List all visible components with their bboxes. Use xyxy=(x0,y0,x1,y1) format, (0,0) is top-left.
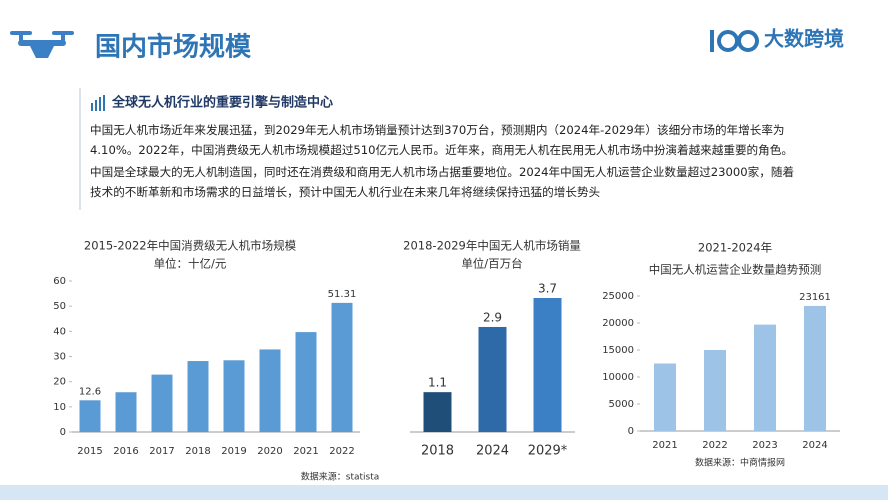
y-tick-label: 5000 xyxy=(609,399,634,410)
data-label: 12.6 xyxy=(79,386,101,397)
bar xyxy=(704,350,726,431)
x-tick-label: 2023 xyxy=(752,440,777,451)
data-label: 2.9 xyxy=(483,310,502,324)
y-tick-label: 20000 xyxy=(602,318,634,329)
x-tick-label: 2022 xyxy=(329,446,354,457)
chart-title: 2015-2022年中国消费级无人机市场规模 xyxy=(84,239,297,253)
y-tick-label: 0 xyxy=(628,426,634,437)
x-tick-label: 2018 xyxy=(185,446,210,457)
chart-title: 2018-2029年中国无人机市场销量 xyxy=(403,239,581,253)
y-tick-label: 20 xyxy=(53,377,66,388)
bar xyxy=(804,305,826,431)
x-tick-label: 2022 xyxy=(702,440,727,451)
source-note: 数据来源：中商情报网 xyxy=(695,457,785,469)
y-tick-label: 10 xyxy=(53,402,66,413)
data-label: 51.31 xyxy=(328,289,357,300)
chart-subtitle: 中国无人机运营企业数量趋势预测 xyxy=(649,263,822,277)
chart-subtitle: 单位/百万台 xyxy=(461,257,522,271)
data-label: 1.1 xyxy=(428,376,447,390)
footer-strip xyxy=(0,485,888,500)
x-tick-label: 2021 xyxy=(652,440,677,451)
x-tick-label: 2021 xyxy=(293,446,318,457)
x-tick-label: 2029* xyxy=(528,444,568,459)
y-tick-label: 50 xyxy=(53,301,66,312)
bar xyxy=(151,374,173,432)
y-tick-label: 30 xyxy=(53,352,66,363)
section-icon xyxy=(91,95,105,111)
bar xyxy=(187,361,209,432)
bar xyxy=(754,324,776,431)
source-note: 数据来源：statista xyxy=(301,471,380,483)
x-tick-label: 2024 xyxy=(802,440,827,451)
logo-text: 大数跨境 xyxy=(764,27,844,51)
y-tick-label: 15000 xyxy=(602,345,634,356)
y-tick-label: 0 xyxy=(60,427,66,438)
chart-subtitle: 单位：十亿/元 xyxy=(154,257,227,271)
x-tick-label: 2020 xyxy=(257,446,282,457)
x-tick-label: 2017 xyxy=(149,446,174,457)
y-tick-label: 60 xyxy=(53,276,66,287)
section-title: 全球无人机行业的重要引擎与制造中心 xyxy=(111,95,333,111)
drone-icon xyxy=(10,31,74,58)
bar xyxy=(654,363,676,431)
paragraph: 中国是全球最大的无人机制造国，同时还在消费级和商用无人机市场占据重要地位。202… xyxy=(90,165,795,199)
bar xyxy=(223,360,245,432)
bar xyxy=(423,392,452,432)
bar xyxy=(295,332,317,432)
x-tick-label: 2015 xyxy=(77,446,102,457)
data-label: 23161 xyxy=(799,292,831,303)
data-label: 3.7 xyxy=(538,282,557,296)
bar xyxy=(478,326,507,432)
bar xyxy=(79,400,101,432)
y-tick-label: 40 xyxy=(53,326,66,337)
paragraph: 中国无人机市场近年来发展迅猛，到2029年无人机市场销量预计达到370万台，预测… xyxy=(90,123,793,157)
y-tick-label: 10000 xyxy=(602,372,634,383)
x-tick-label: 2016 xyxy=(113,446,138,457)
x-tick-label: 2024 xyxy=(476,444,509,459)
x-tick-label: 2018 xyxy=(421,444,454,459)
x-tick-label: 2019 xyxy=(221,446,246,457)
y-tick-label: 25000 xyxy=(602,291,634,302)
logo-mark xyxy=(710,30,759,52)
bar xyxy=(331,302,353,432)
bar xyxy=(115,392,137,432)
chart-title: 2021-2024年 xyxy=(698,241,772,255)
bar xyxy=(259,349,281,432)
bar xyxy=(533,298,562,432)
page-title: 国内市场规模 xyxy=(95,32,252,63)
